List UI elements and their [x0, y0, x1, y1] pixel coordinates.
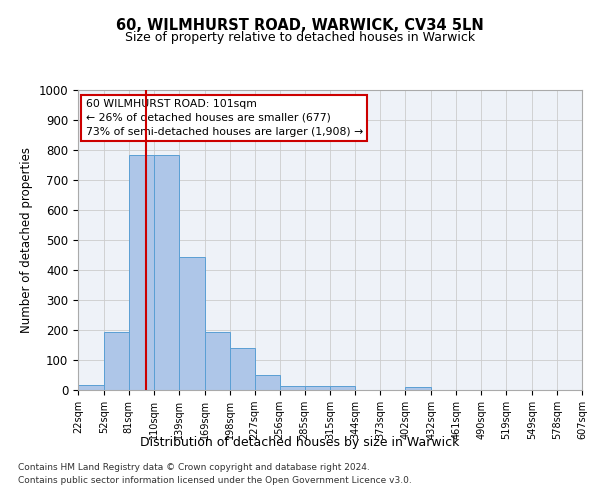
- Bar: [254, 375, 280, 390]
- Bar: [205, 332, 230, 390]
- Text: Size of property relative to detached houses in Warwick: Size of property relative to detached ho…: [125, 31, 475, 44]
- Bar: [230, 348, 254, 390]
- Text: 60, WILMHURST ROAD, WARWICK, CV34 5LN: 60, WILMHURST ROAD, WARWICK, CV34 5LN: [116, 18, 484, 32]
- Text: Contains HM Land Registry data © Crown copyright and database right 2024.: Contains HM Land Registry data © Crown c…: [18, 464, 370, 472]
- Text: 60 WILMHURST ROAD: 101sqm
← 26% of detached houses are smaller (677)
73% of semi: 60 WILMHURST ROAD: 101sqm ← 26% of detac…: [86, 99, 363, 137]
- Bar: [154, 154, 179, 390]
- Y-axis label: Number of detached properties: Number of detached properties: [20, 147, 33, 333]
- Bar: [104, 332, 129, 390]
- Bar: [78, 384, 104, 390]
- Bar: [406, 387, 431, 390]
- Bar: [129, 154, 154, 390]
- Bar: [280, 386, 305, 390]
- Bar: [331, 386, 355, 390]
- Text: Distribution of detached houses by size in Warwick: Distribution of detached houses by size …: [140, 436, 460, 449]
- Bar: [179, 257, 205, 390]
- Text: Contains public sector information licensed under the Open Government Licence v3: Contains public sector information licen…: [18, 476, 412, 485]
- Bar: [305, 386, 331, 390]
